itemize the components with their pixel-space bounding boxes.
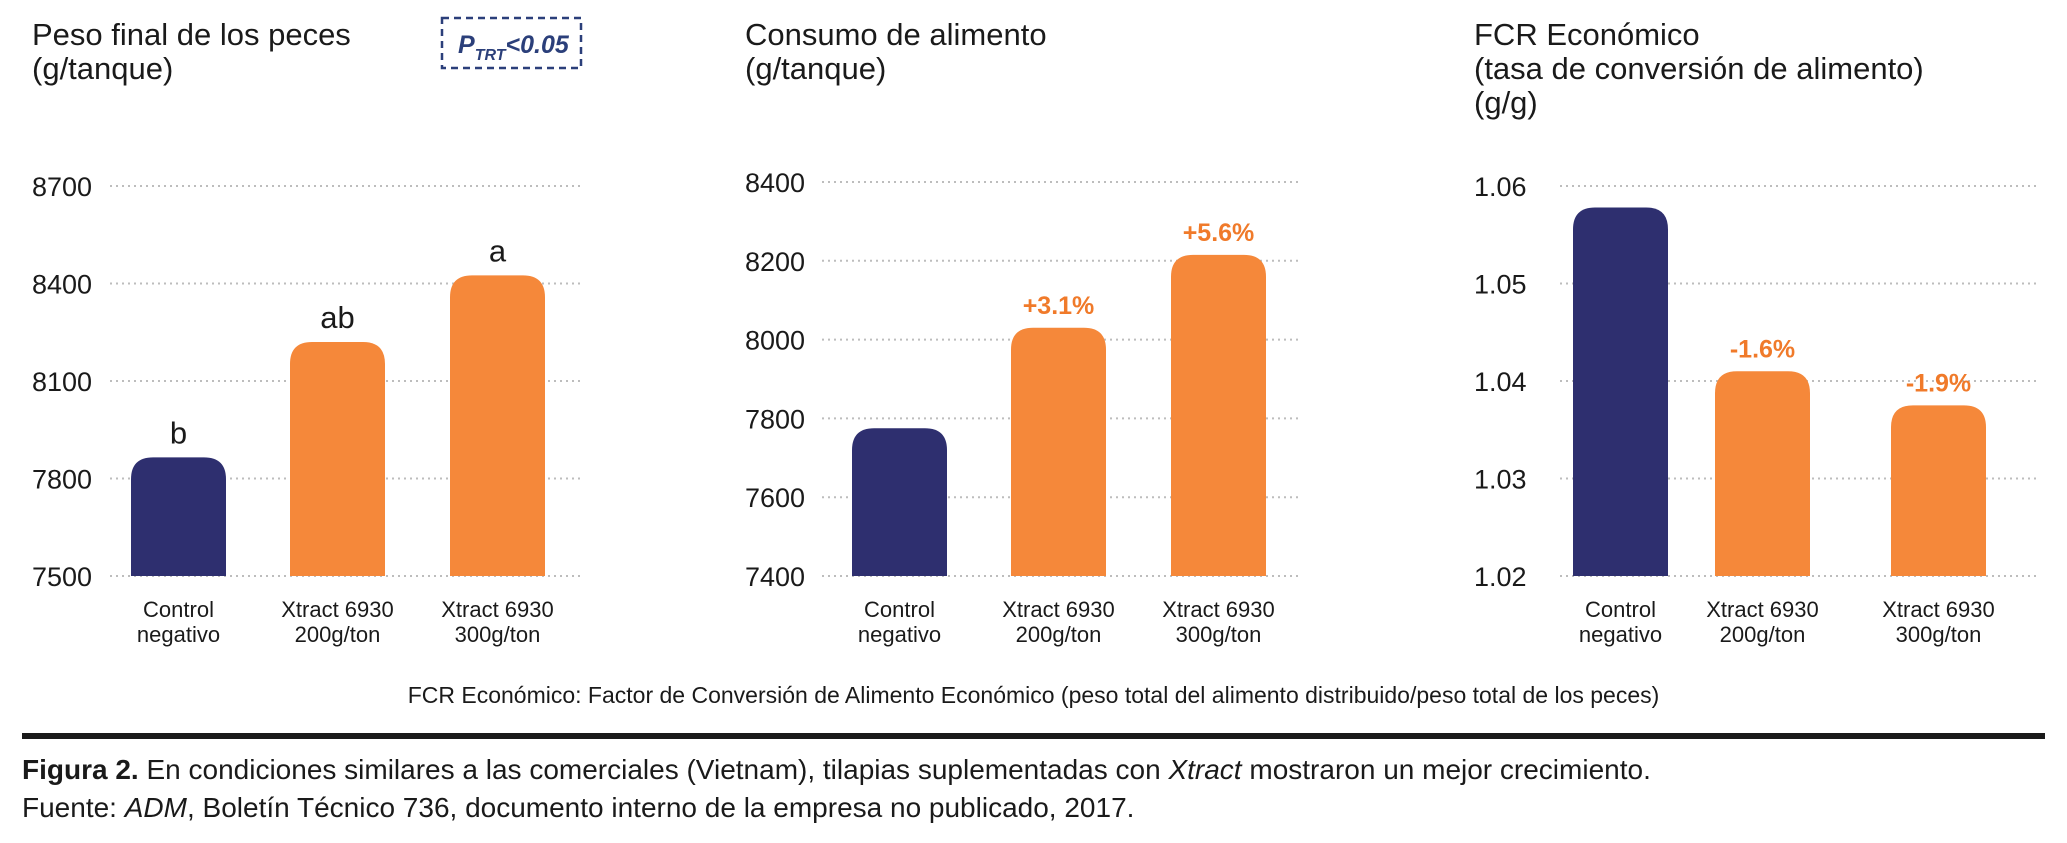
chart-3-y-tick-label: 1.04 [1474, 367, 1527, 397]
chart-2-title-line: (g/tanque) [745, 51, 886, 86]
chart-2-bar-2-annotation: +3.1% [1023, 292, 1095, 320]
chart-2-y-tick-label: 7800 [745, 404, 805, 434]
chart-3-category-label-3: Xtract 6930 [1882, 597, 1995, 622]
chart-1-category-label-1: negativo [137, 622, 220, 647]
chart-3-bar-3 [1891, 405, 1986, 576]
chart-1-title-line: (g/tanque) [32, 51, 173, 86]
chart-2-category-label-2: 200g/ton [1016, 622, 1102, 647]
chart-2-title-line: Consumo de alimento [745, 17, 1047, 52]
chart-1-bar-3 [450, 275, 545, 576]
chart-1-bar-3-annotation: a [489, 233, 507, 268]
caption-text-2a: Fuente: [22, 792, 125, 823]
chart-1-category-label-2: 200g/ton [295, 622, 381, 647]
chart-2-bar-3-annotation: +5.6% [1183, 219, 1255, 247]
chart-2-y-tick-label: 7600 [745, 483, 805, 513]
divider [22, 733, 2045, 739]
badge-p: P [458, 31, 475, 59]
chart-1-category-label-3: 300g/ton [455, 622, 541, 647]
chart-3-category-label-1: Control [1585, 597, 1656, 622]
chart-1-category-label-1: Control [143, 597, 214, 622]
chart-panel-1: Peso final de los peces(g/tanque) 7500 780… [32, 17, 582, 647]
chart-1-bar-2-annotation: ab [320, 300, 354, 335]
chart-3-category-label-1: negativo [1579, 622, 1662, 647]
chart-1-title-line: Peso final de los peces [32, 17, 351, 52]
caption-line-2: Fuente: ADM, Boletín Técnico 736, docume… [22, 790, 1134, 826]
chart-2-category-label-3: 300g/ton [1176, 622, 1262, 647]
chart-3-title-line: (tasa de conversión de alimento) [1474, 51, 1924, 86]
chart-1-y-tick-label: 7800 [32, 465, 92, 495]
chart-3-y-tick-label: 1.06 [1474, 172, 1527, 202]
chart-panel-2: Consumo de alimento(g/tanque) 7400 7600 780… [745, 17, 1302, 647]
chart-2-category-label-1: negativo [858, 622, 941, 647]
footnote: FCR Económico: Factor de Conversión de A… [407, 682, 1660, 708]
chart-3-title-line: (g/g) [1474, 85, 1538, 120]
chart-panel-3: FCR Económico(tasa de conversión de alim… [1474, 17, 2037, 647]
caption-text-2b: , Boletín Técnico 736, documento interno… [186, 792, 1135, 823]
chart-2-category-label-2: Xtract 6930 [1002, 597, 1115, 622]
chart-1-bar-1-annotation: b [170, 415, 187, 450]
caption-text-1a: En condiciones similares a las comercial… [138, 754, 1169, 785]
chart-3-category-label-2: Xtract 6930 [1706, 597, 1819, 622]
chart-3-y-tick-label: 1.05 [1474, 270, 1527, 300]
chart-3-bar-3-annotation: -1.9% [1906, 369, 1971, 397]
significance-badge: PTRT<0.05 [440, 16, 583, 70]
chart-3-title-line: FCR Económico [1474, 17, 1700, 52]
chart-3-bar-2 [1715, 371, 1810, 576]
chart-3-y-tick-label: 1.03 [1474, 465, 1527, 495]
chart-3-category-label-2: 200g/ton [1720, 622, 1806, 647]
caption-text-1b: mostraron un mejor crecimiento. [1241, 754, 1651, 785]
chart-1-y-tick-label: 8700 [32, 172, 92, 202]
chart-3-bar-1 [1573, 207, 1668, 576]
caption-text-1-italic: Xtract [1168, 754, 1242, 785]
chart-2-bar-3 [1171, 254, 1266, 576]
chart-1-y-tick-label: 8400 [32, 270, 92, 300]
caption-label: Figura 2. [22, 754, 139, 785]
caption-text-2-italic: ADM [124, 792, 187, 823]
chart-2-category-label-3: Xtract 6930 [1162, 597, 1275, 622]
badge-sub: TRT [475, 47, 507, 64]
chart-2-y-tick-label: 8000 [745, 326, 805, 356]
chart-2-y-tick-label: 8200 [745, 247, 805, 277]
chart-1-y-tick-label: 7500 [32, 562, 92, 592]
chart-3-category-label-3: 300g/ton [1896, 622, 1982, 647]
chart-3-y-tick-label: 1.02 [1474, 562, 1527, 592]
chart-2-category-label-1: Control [864, 597, 935, 622]
chart-2-y-tick-label: 8400 [745, 168, 805, 198]
chart-3-bar-2-annotation: -1.6% [1730, 335, 1795, 363]
chart-1-bar-1 [131, 457, 226, 576]
chart-1-category-label-3: Xtract 6930 [441, 597, 554, 622]
caption-line-1: Figura 2. En condiciones similares a las… [22, 752, 1651, 788]
badge-rest: <0.05 [506, 31, 570, 59]
chart-2-bar-2 [1011, 327, 1106, 576]
chart-1-bar-2 [290, 342, 385, 576]
chart-1-y-tick-label: 8100 [32, 367, 92, 397]
badge-text: PTRT<0.05 [458, 31, 570, 64]
chart-2-y-tick-label: 7400 [745, 562, 805, 592]
chart-2-bar-1 [852, 428, 947, 576]
chart-1-category-label-2: Xtract 6930 [281, 597, 394, 622]
